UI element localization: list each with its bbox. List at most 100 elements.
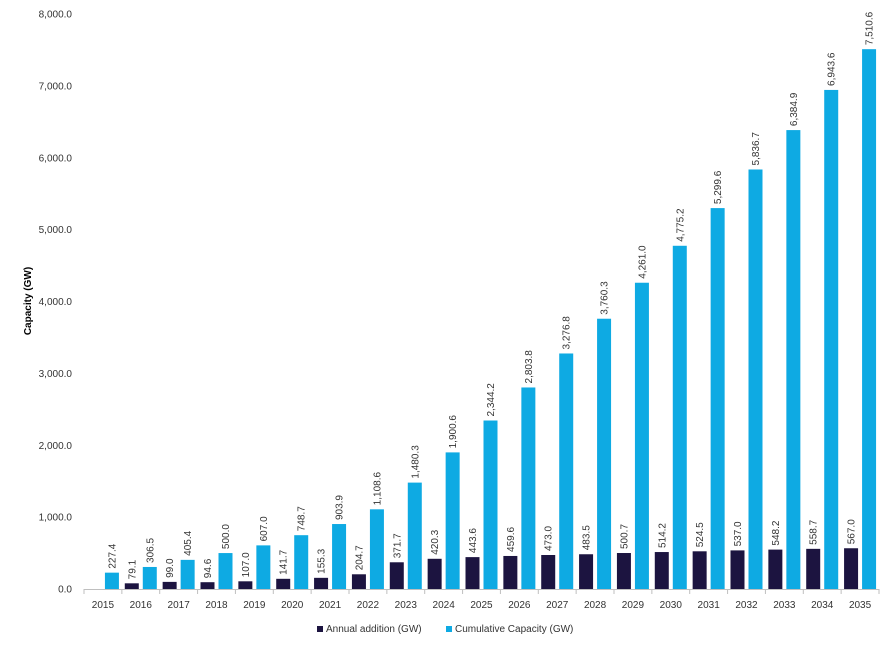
data-label-cumulative-capacity: 903.9: [335, 495, 346, 520]
bar-cumulative-capacity: [180, 559, 195, 589]
data-label-cumulative-capacity: 748.7: [297, 506, 308, 531]
data-label-annual-addition: 141.7: [279, 549, 290, 574]
bar-annual-addition: [730, 550, 745, 589]
data-label-annual-addition: 524.5: [695, 522, 706, 547]
y-tick-label: 8,000.0: [39, 10, 73, 21]
x-tick-label: 2026: [508, 600, 531, 611]
bar-annual-addition: [162, 581, 177, 589]
x-tick-label: 2021: [319, 600, 342, 611]
x-tick-label: 2023: [395, 600, 418, 611]
x-tick-label: 2031: [698, 600, 721, 611]
bar-annual-addition: [200, 582, 215, 589]
x-tick-label: 2020: [281, 600, 304, 611]
bar-cumulative-capacity: [824, 89, 839, 590]
bar-cumulative-capacity: [369, 509, 384, 589]
data-label-cumulative-capacity: 2,803.8: [524, 350, 535, 384]
bar-annual-addition: [276, 578, 291, 589]
data-label-annual-addition: 473.0: [544, 526, 555, 551]
legend-label: Annual addition (GW): [326, 624, 422, 635]
x-tick-label: 2028: [584, 600, 607, 611]
data-label-annual-addition: 79.1: [127, 559, 138, 579]
legend-label: Cumulative Capacity (GW): [455, 624, 573, 635]
y-axis-title: Capacity (GW): [23, 267, 34, 335]
data-label-annual-addition: 558.7: [809, 519, 820, 544]
data-label-annual-addition: 420.3: [430, 529, 441, 554]
bar-cumulative-capacity: [407, 482, 422, 589]
data-label-cumulative-capacity: 2,344.2: [486, 383, 497, 417]
bar-annual-addition: [238, 581, 253, 589]
data-label-cumulative-capacity: 306.5: [145, 538, 156, 563]
bar-annual-addition: [389, 562, 404, 589]
x-tick-label: 2016: [130, 600, 153, 611]
x-tick-label: 2033: [773, 600, 796, 611]
data-label-annual-addition: 94.6: [203, 558, 214, 578]
data-label-cumulative-capacity: 5,299.6: [713, 170, 724, 204]
bar-cumulative-capacity: [559, 353, 574, 589]
data-label-annual-addition: 537.0: [733, 521, 744, 546]
data-label-annual-addition: 443.6: [468, 528, 479, 553]
bar-annual-addition: [768, 549, 783, 589]
y-tick-label: 6,000.0: [39, 153, 73, 164]
data-label-cumulative-capacity: 607.0: [259, 516, 270, 541]
bar-annual-addition: [541, 555, 556, 589]
data-label-annual-addition: 483.5: [582, 525, 593, 550]
bar-annual-addition: [844, 548, 859, 589]
data-label-cumulative-capacity: 4,775.2: [675, 208, 686, 242]
x-tick-label: 2027: [546, 600, 569, 611]
data-label-cumulative-capacity: 500.0: [221, 524, 232, 549]
x-tick-label: 2025: [470, 600, 493, 611]
data-label-cumulative-capacity: 227.4: [107, 543, 118, 568]
data-label-cumulative-capacity: 1,108.6: [372, 472, 383, 506]
data-label-annual-addition: 459.6: [506, 527, 517, 552]
y-tick-label: 5,000.0: [39, 225, 73, 236]
bar-cumulative-capacity: [218, 553, 233, 589]
x-tick-label: 2030: [660, 600, 683, 611]
data-label-annual-addition: 514.2: [657, 523, 668, 548]
bar-annual-addition: [579, 554, 594, 589]
bar-cumulative-capacity: [710, 208, 725, 589]
x-tick-label: 2018: [205, 600, 228, 611]
bar-annual-addition: [503, 555, 518, 589]
data-label-annual-addition: 99.0: [165, 558, 176, 578]
bar-annual-addition: [124, 583, 139, 589]
x-tick-label: 2019: [243, 600, 266, 611]
data-label-cumulative-capacity: 6,943.6: [827, 52, 838, 86]
legend-swatch: [317, 626, 323, 632]
data-label-cumulative-capacity: 4,261.0: [637, 245, 648, 279]
bar-annual-addition: [654, 552, 669, 589]
bar-annual-addition: [465, 557, 480, 589]
data-label-annual-addition: 155.3: [317, 548, 328, 573]
bars: [104, 49, 877, 590]
bar-annual-addition: [692, 551, 707, 589]
data-label-annual-addition: 204.7: [354, 545, 365, 570]
bar-annual-addition: [314, 577, 329, 589]
bar-cumulative-capacity: [142, 566, 157, 589]
data-label-annual-addition: 371.7: [392, 533, 403, 558]
data-label-annual-addition: 107.0: [241, 552, 252, 577]
bar-annual-addition: [806, 548, 821, 589]
bar-cumulative-capacity: [332, 524, 347, 589]
data-label-annual-addition: 567.0: [847, 519, 858, 544]
bar-cumulative-capacity: [748, 169, 763, 589]
data-label-cumulative-capacity: 5,836.7: [751, 132, 762, 166]
bar-cumulative-capacity: [521, 387, 536, 589]
bar-cumulative-capacity: [672, 245, 687, 589]
legend-item-annual-addition: Annual addition (GW): [317, 624, 422, 635]
x-tick-label: 2017: [168, 600, 191, 611]
data-label-cumulative-capacity: 1,900.6: [448, 415, 459, 449]
bar-cumulative-capacity: [634, 282, 649, 589]
bar-cumulative-capacity: [597, 318, 612, 589]
y-axis-ticks: 0.0 1,000.0 2,000.0 3,000.0 4,000.0 5,000.0 6,…: [39, 10, 73, 596]
y-tick-label: 1,000.0: [39, 513, 73, 524]
y-tick-label: 0.0: [58, 585, 72, 596]
x-tick-label: 2032: [735, 600, 758, 611]
x-axis: 2015 2016 2017 2018 2019 2020 2021 2022 2023 2024…: [83, 589, 880, 611]
data-label-cumulative-capacity: 3,276.8: [562, 316, 573, 350]
y-tick-label: 3,000.0: [39, 369, 73, 380]
data-label-annual-addition: 500.7: [619, 524, 630, 549]
bar-cumulative-capacity: [256, 545, 271, 589]
data-label-cumulative-capacity: 1,480.3: [410, 445, 421, 479]
y-tick-label: 7,000.0: [39, 81, 73, 92]
